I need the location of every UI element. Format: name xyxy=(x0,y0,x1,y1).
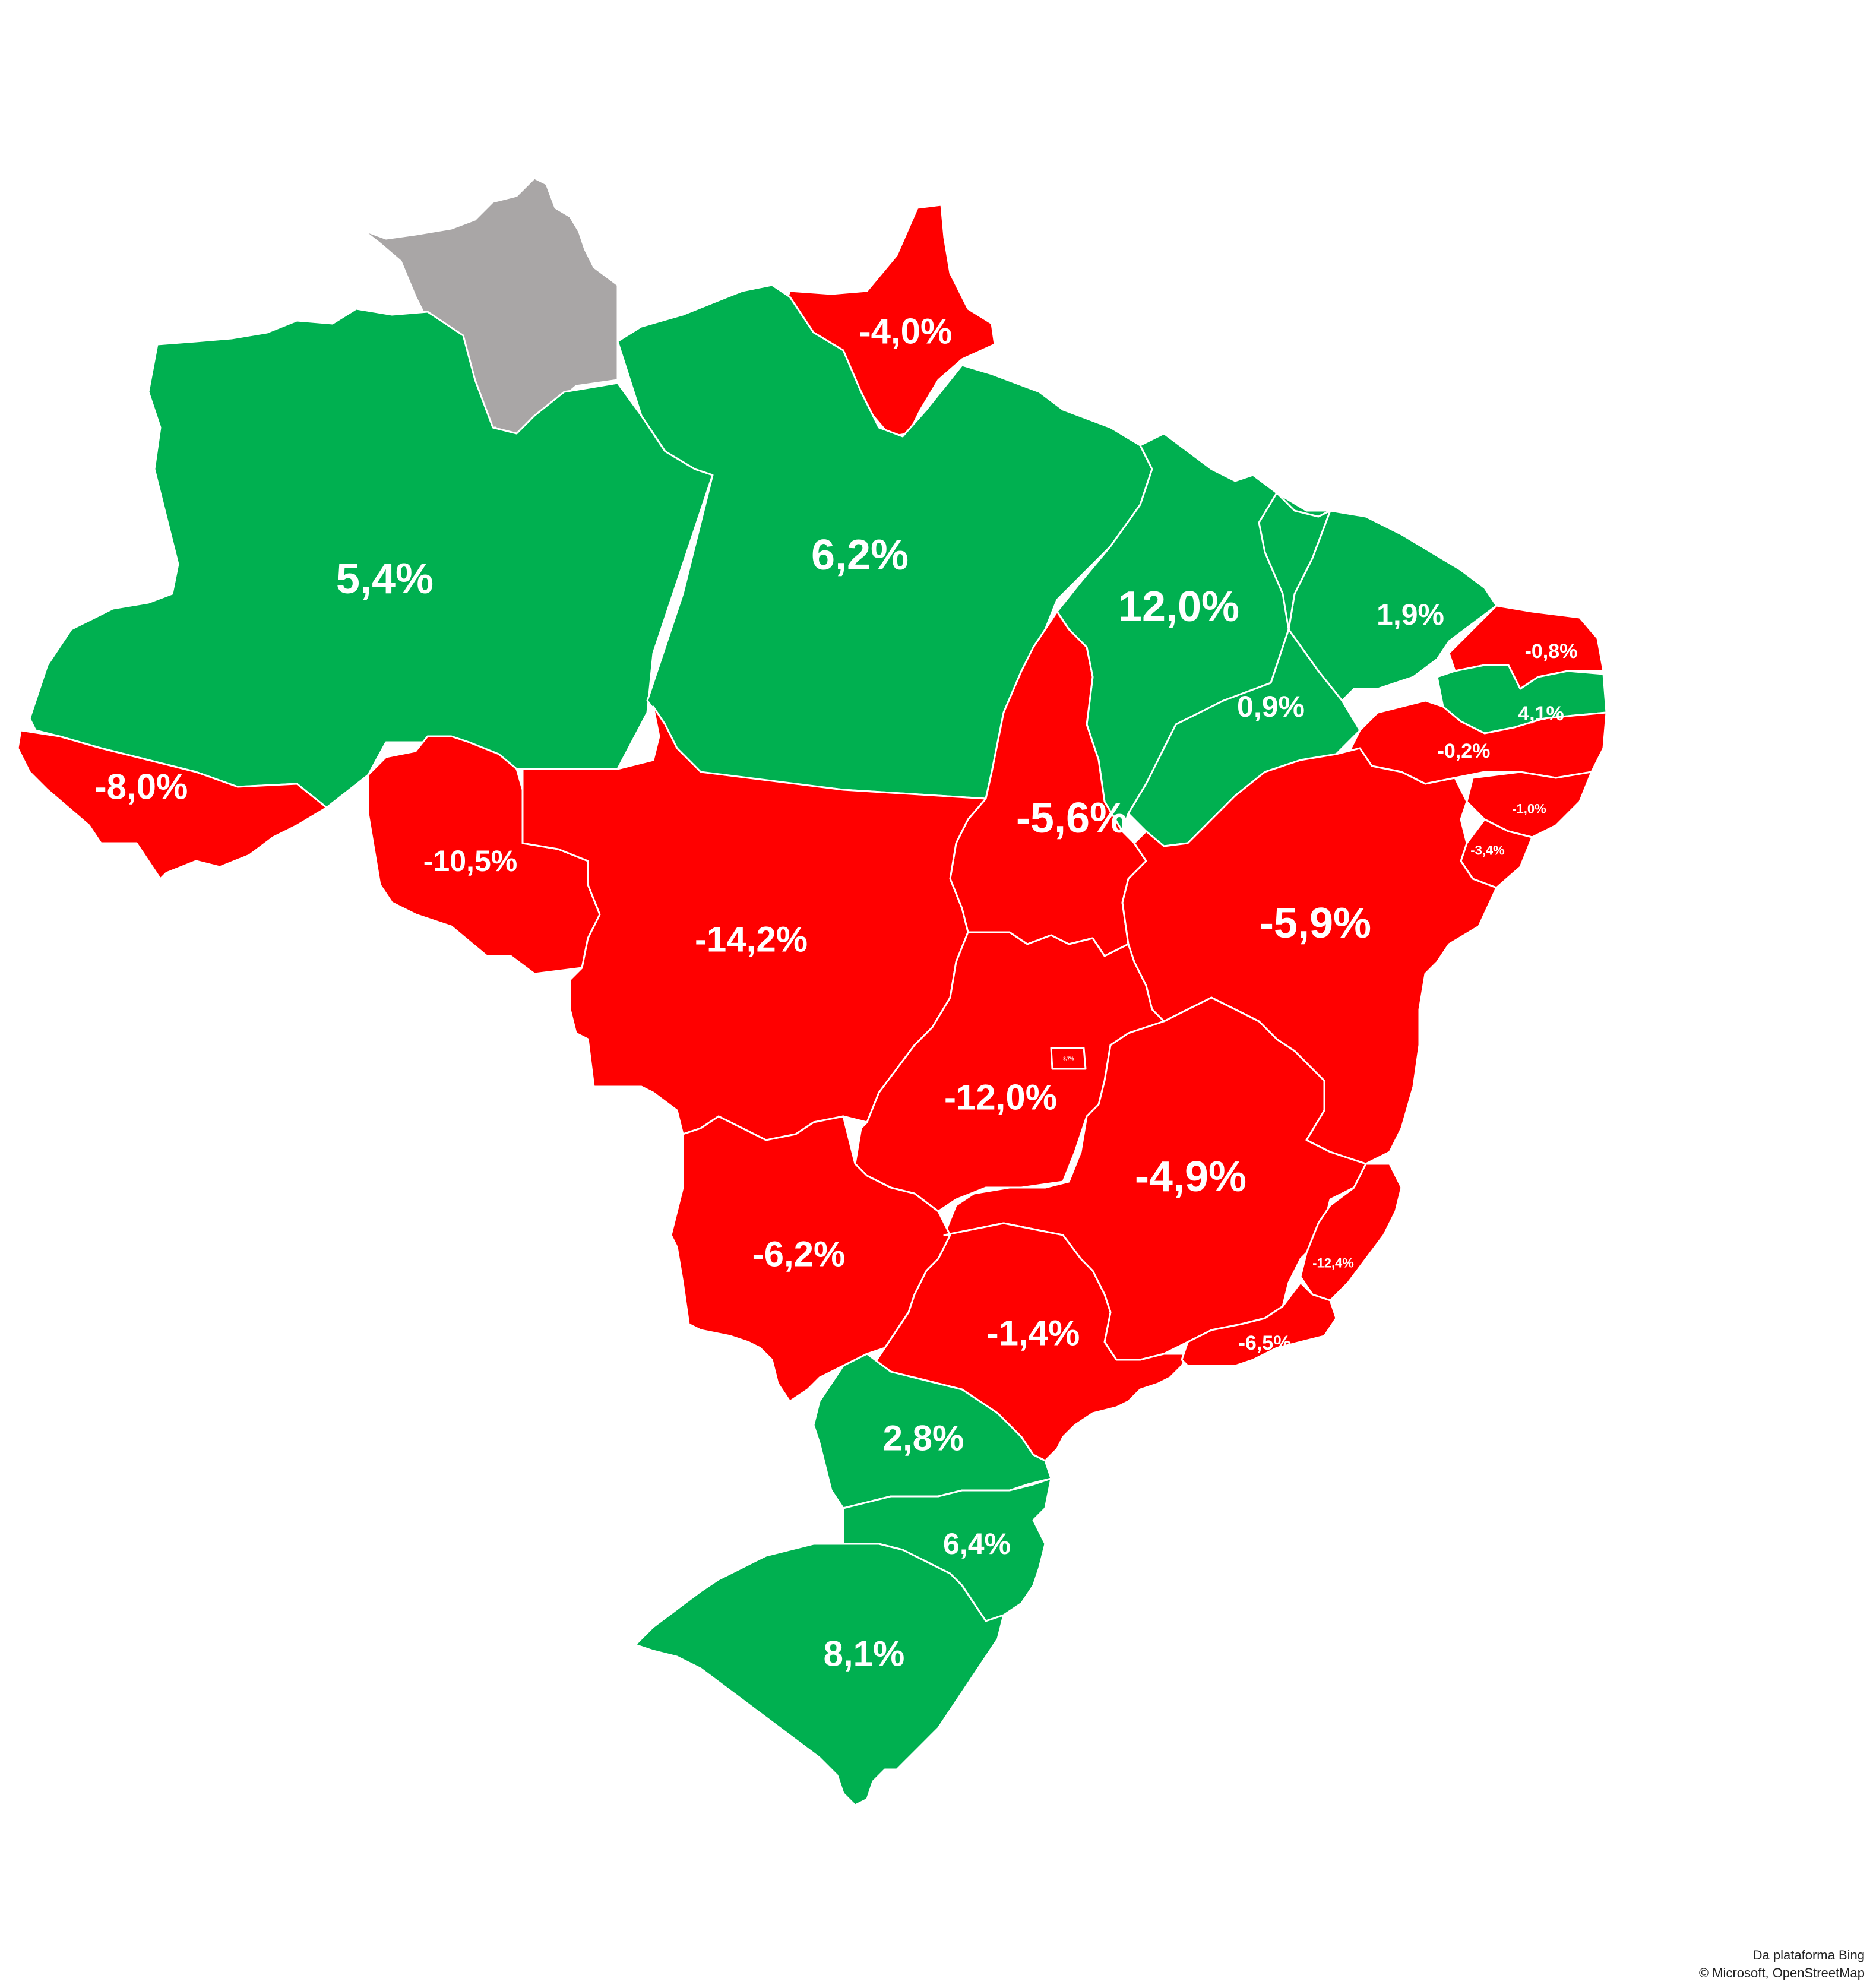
attribution-copyright: © Microsoft, OpenStreetMap xyxy=(1698,1965,1865,1980)
label-amapa: -4,0% xyxy=(859,312,953,352)
label-alagoas: -1,0% xyxy=(1512,802,1546,816)
label-mato-grosso-do-sul: -6,2% xyxy=(752,1234,846,1274)
label-mato-grosso: -14,2% xyxy=(695,920,808,960)
label-goias: -12,0% xyxy=(944,1078,1057,1118)
state-acre xyxy=(17,729,328,880)
state-alagoas xyxy=(1466,771,1593,838)
label-minas-gerais: -4,9% xyxy=(1135,1153,1246,1201)
label-parana: 2,8% xyxy=(883,1419,964,1458)
label-rio-grande-do-sul: 8,1% xyxy=(824,1634,905,1674)
label-sergipe: -3,4% xyxy=(1470,843,1504,858)
label-para: 6,2% xyxy=(811,531,909,579)
label-amazonas: 5,4% xyxy=(336,555,434,603)
label-maranhao: 12,0% xyxy=(1118,583,1239,631)
state-minas-gerais xyxy=(943,996,1367,1361)
label-rondonia: -10,5% xyxy=(423,844,517,878)
state-rio-grande-do-sul xyxy=(634,1543,1005,1806)
state-distrito-federal xyxy=(1050,1047,1087,1070)
label-pernambuco: -0,2% xyxy=(1438,740,1491,762)
state-rio-de-janeiro xyxy=(1181,1281,1337,1367)
label-rio-grande-do-norte: -0,8% xyxy=(1525,640,1578,663)
label-piaui: 0,9% xyxy=(1237,690,1305,723)
state-sao-paulo xyxy=(872,1222,1189,1462)
label-distrito-federal: -8,7% xyxy=(1062,1056,1074,1062)
label-paraiba: 4,1% xyxy=(1518,702,1564,725)
label-bahia: -5,9% xyxy=(1260,900,1371,947)
attribution-platform: Da plataforma Bing xyxy=(1752,1948,1865,1962)
state-goias xyxy=(854,931,1165,1213)
label-sao-paulo: -1,4% xyxy=(987,1313,1080,1353)
map-attribution: Da plataforma Bing © Microsoft, OpenStre… xyxy=(1699,1946,1865,1982)
label-rio-de-janeiro: -6,5% xyxy=(1239,1332,1292,1354)
state-espirito-santo xyxy=(1299,1163,1403,1302)
label-espirito-santo: -12,4% xyxy=(1312,1256,1354,1271)
label-ceara: 1,9% xyxy=(1377,598,1444,631)
label-santa-catarina: 6,4% xyxy=(943,1527,1011,1560)
label-acre: -8,0% xyxy=(95,767,188,807)
label-tocantins: -5,6% xyxy=(1016,794,1128,842)
